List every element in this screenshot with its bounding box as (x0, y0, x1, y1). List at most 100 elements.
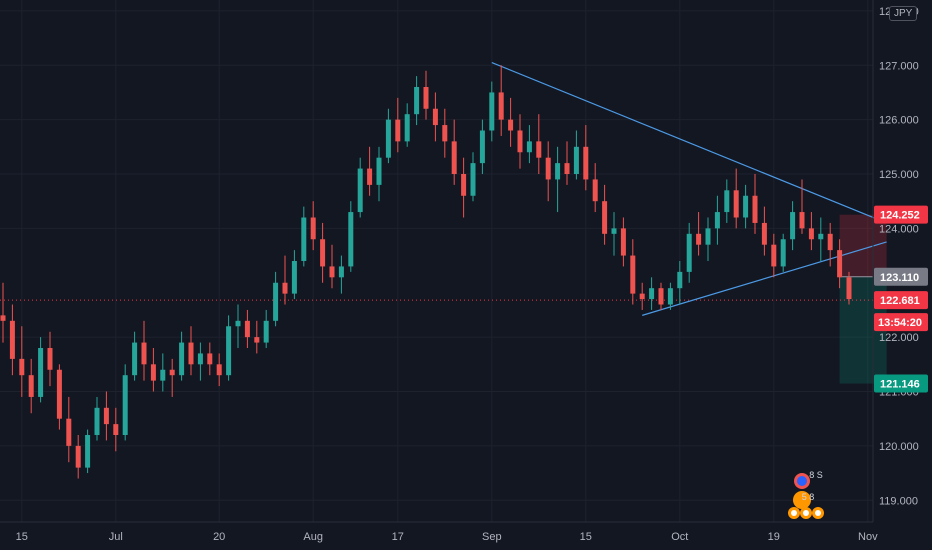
candle (724, 179, 730, 223)
price-tick-label: 125.000 (879, 169, 919, 181)
candle-body (555, 163, 561, 180)
candle (545, 141, 551, 202)
candle (423, 70, 429, 120)
stop-loss-zone[interactable] (839, 214, 887, 277)
candle (395, 97, 401, 153)
candle (38, 337, 44, 403)
candle-body (329, 266, 335, 278)
candle-body (423, 87, 429, 109)
candle-body (761, 222, 767, 245)
candle-body (85, 435, 91, 468)
candle-body (479, 130, 485, 164)
candle (85, 429, 91, 474)
candle-body (592, 179, 598, 202)
candle-body (564, 163, 570, 174)
candle (150, 348, 156, 392)
candle (263, 309, 269, 348)
candle-body (66, 418, 72, 446)
candle-body (639, 293, 645, 300)
drawing-layer (0, 61, 887, 384)
candle (207, 342, 213, 376)
candle-body (724, 190, 730, 213)
candle-body (103, 407, 109, 425)
candle-body (667, 288, 673, 305)
candle (479, 119, 485, 174)
price-tag-label: 122.681 (880, 295, 920, 307)
candle-body (827, 233, 833, 251)
time-tick-label: 15 (16, 531, 28, 543)
candles-layer (0, 65, 852, 479)
candle (376, 146, 382, 202)
candle (602, 184, 608, 245)
candle-body (771, 244, 777, 267)
candle-body (150, 364, 156, 381)
dividend-icon[interactable] (797, 476, 807, 486)
candle-body (9, 320, 15, 359)
time-tick-label: 19 (768, 531, 780, 543)
candle (761, 206, 767, 256)
candle-body (357, 168, 363, 213)
candle (658, 282, 664, 310)
candle (273, 271, 279, 327)
candle (141, 320, 147, 381)
events-badges[interactable]: 8 S 5 8 (788, 468, 832, 526)
candle-body (263, 320, 269, 343)
time-tick-label: Jul (109, 531, 123, 543)
candle (573, 130, 579, 180)
time-tick-label: 15 (580, 531, 592, 543)
candle (498, 65, 504, 136)
candle-body (75, 445, 81, 468)
candle-body (385, 119, 391, 158)
time-axis[interactable]: 15 Jul 20 Aug 17 Sep 15 Oct 19 Nov (16, 531, 878, 543)
candle (677, 261, 683, 305)
candle-body (122, 375, 128, 435)
candle-body (470, 163, 476, 196)
candle (414, 76, 420, 126)
candle-body (808, 228, 814, 240)
candle (564, 141, 570, 185)
candle-body (696, 233, 702, 245)
candle-body (235, 320, 241, 327)
candle-body (254, 337, 260, 343)
candle-body (461, 174, 467, 196)
candle-body (620, 228, 626, 256)
candle-body (207, 353, 213, 365)
candle-body (517, 130, 523, 153)
candle-body (432, 108, 438, 126)
trend-line[interactable] (491, 61, 887, 224)
price-tag: 122.681 (874, 291, 928, 310)
candle (837, 239, 843, 289)
candle-body (705, 228, 711, 245)
candle-body (376, 157, 382, 185)
price-tick-label: 120.000 (879, 441, 919, 453)
candle (733, 168, 739, 229)
candle-body (790, 212, 796, 240)
candle-body (611, 228, 617, 234)
currency-label[interactable]: JPY (889, 6, 918, 21)
candle (611, 212, 617, 256)
countdown-label: 13:54:20 (878, 317, 922, 329)
candle (75, 435, 81, 479)
candle-body (320, 239, 326, 267)
candle-body (301, 217, 307, 261)
candle-body (583, 146, 589, 180)
candle-body (818, 233, 824, 240)
candle-body (348, 212, 354, 267)
candle-body (536, 141, 542, 158)
candle (489, 81, 495, 142)
candle-body (94, 407, 100, 435)
candle (696, 212, 702, 256)
price-tag-bg (874, 267, 928, 286)
time-tick-label: Nov (858, 531, 878, 543)
candle-body (451, 141, 457, 174)
candle (555, 146, 561, 213)
candle (320, 222, 326, 283)
candle (799, 179, 805, 234)
candle-body (132, 342, 138, 376)
trend-line[interactable] (642, 241, 887, 316)
candle (432, 92, 438, 142)
candle (169, 358, 175, 397)
event-split-icon[interactable] (793, 491, 811, 509)
time-tick-label: Sep (482, 531, 502, 543)
